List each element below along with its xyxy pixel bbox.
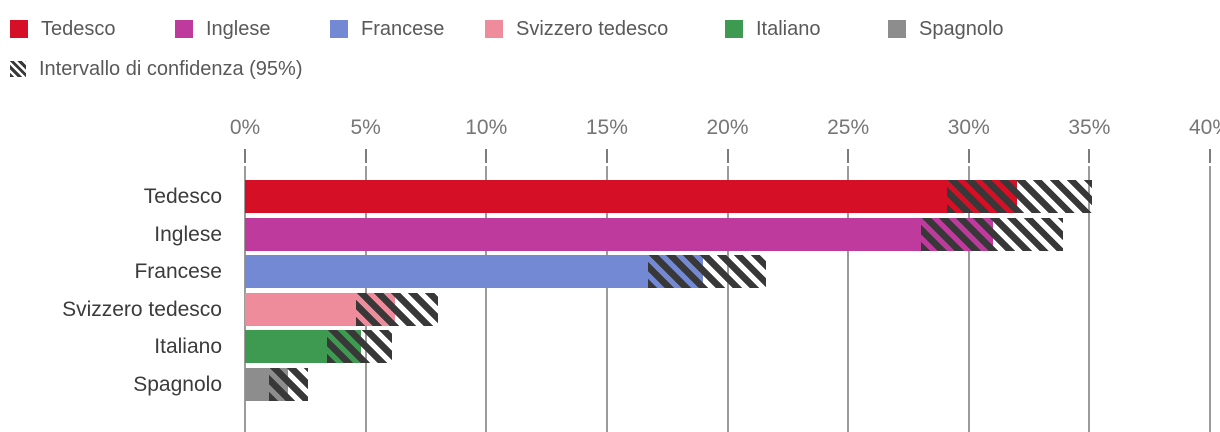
legend-item-inglese: Inglese [175, 17, 271, 41]
plot-area [0, 166, 1220, 432]
bar-tedesco [245, 180, 1017, 213]
gridline [1088, 166, 1091, 432]
category-label-svizzero-tedesco: Svizzero tedesco [62, 297, 222, 321]
category-label-tedesco: Tedesco [143, 185, 222, 208]
x-tick-label: 30% [947, 116, 990, 139]
x-tick-mark [1088, 149, 1091, 163]
x-tick-mark [1209, 149, 1211, 163]
x-tick-mark [847, 149, 850, 163]
legend-item-tedesco: Tedesco [10, 17, 116, 41]
legend-item-confidence-interval: Intervallo di confidenza (95%) [10, 58, 302, 80]
x-tick-mark [726, 149, 729, 163]
category-label-francese: Francese [134, 260, 222, 284]
legend-item-label: Svizzero tedesco [516, 17, 669, 40]
legend-color-swatch-icon [888, 20, 906, 38]
legend-item-label: Francese [361, 17, 445, 40]
legend-item-label: Inglese [206, 17, 271, 40]
x-tick-mark [605, 149, 608, 163]
x-tick-label: 0% [229, 116, 261, 139]
confidence-interval-italiano [327, 330, 393, 364]
category-label-italiano: Italiano [154, 335, 222, 359]
x-tick-label: 35% [1068, 116, 1111, 139]
x-tick-label: 15% [585, 116, 628, 139]
x-tick-label: 25% [827, 116, 870, 139]
x-tick-mark [244, 149, 246, 163]
legend-item-spagnolo: Spagnolo [888, 17, 1004, 41]
legend-item-label: Spagnolo [919, 17, 1004, 40]
x-tick-label: 5% [350, 116, 381, 139]
x-tick-label: 10% [465, 116, 508, 139]
legend-color-swatch-icon [485, 20, 503, 38]
gridline [967, 166, 970, 432]
gridline [726, 166, 729, 432]
legend-ci-label: Intervallo di confidenza (95%) [39, 57, 303, 80]
x-tick-label: 20% [706, 116, 749, 139]
gridline [485, 166, 488, 432]
legend-color-swatch-icon [10, 20, 28, 38]
hatch-swatch-icon [10, 61, 26, 77]
category-label-inglese: Inglese [154, 222, 222, 246]
x-tick-mark [485, 149, 488, 163]
confidence-interval-tedesco [947, 180, 1092, 213]
legend-item-francese: Francese [330, 17, 444, 41]
legend-color-swatch-icon [725, 20, 743, 38]
bar-francese [245, 255, 704, 289]
bar-inglese [245, 217, 993, 251]
category-label-spagnolo: Spagnolo [133, 373, 222, 396]
gridline [1209, 166, 1211, 432]
gridline [605, 166, 608, 432]
confidence-interval-spagnolo [269, 368, 308, 401]
legend-item-italiano: Italiano [725, 17, 821, 41]
confidence-interval-svizzero-tedesco [355, 292, 438, 326]
gridline [847, 166, 850, 432]
legend-item-svizzero-tedesco: Svizzero tedesco [485, 17, 668, 41]
confidence-interval-inglese [920, 217, 1063, 251]
x-tick-mark [364, 149, 367, 163]
x-tick-label: 40% [1188, 116, 1220, 139]
legend-item-label: Tedesco [41, 17, 116, 40]
confidence-interval-francese [647, 255, 767, 289]
legend-item-label: Italiano [756, 17, 821, 40]
legend-color-swatch-icon [330, 20, 348, 38]
legend-color-swatch-icon [175, 20, 193, 38]
x-tick-mark [967, 149, 970, 163]
